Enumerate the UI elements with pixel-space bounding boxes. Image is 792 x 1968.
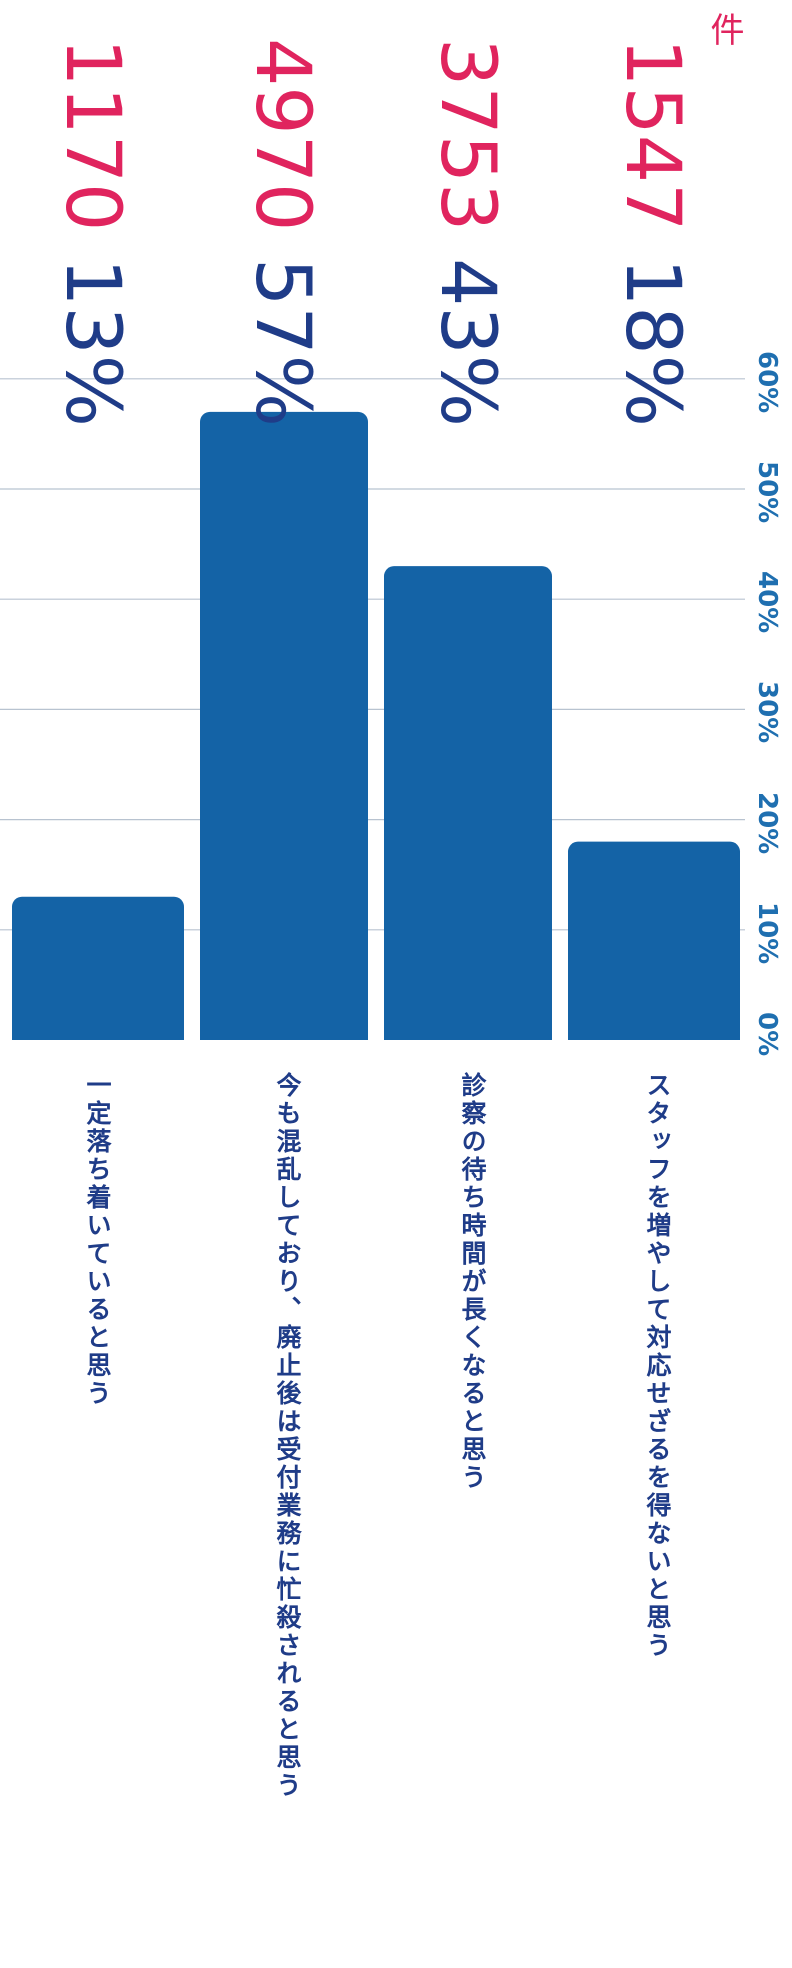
bar-base-3 [568,1026,740,1040]
axis-tick-label: 20% [752,791,782,854]
category-label: スタッフを増やして対応せざるを得ないと思う [643,1072,672,1660]
bar-base-2 [384,1026,552,1040]
bar-1 [200,411,368,1040]
bar-base-0 [12,1026,184,1040]
count-label: 4970 [239,38,328,232]
count-unit-label: 件 [704,12,744,46]
axis-tick-label: 30% [752,681,782,744]
percent-label: 18% [609,258,698,427]
count-label: 1170 [49,38,138,232]
category-label: 一定落ち着いていると思う [83,1072,112,1408]
axis-tick-label: 40% [752,571,782,634]
bar-base-1 [200,1026,368,1040]
bar-2 [384,566,552,1040]
percent-label: 43% [424,258,513,427]
category-label: 今も混乱しており、廃止後は受付業務に忙殺されると思う [273,1072,302,1800]
category-label: 診察の待ち時間が長くなると思う [458,1072,487,1492]
bar-3 [568,841,740,1040]
axis-tick-label: 50% [752,461,782,524]
count-label: 1547 [609,38,698,232]
axis-tick-label: 0% [752,1012,782,1057]
bar-0 [12,896,184,1040]
percent-label: 57% [239,258,328,427]
axis-tick-label: 60% [752,350,782,414]
count-label: 3753 [424,38,513,232]
axis-tick-label: 10% [752,901,782,965]
percent-label: 13% [49,258,138,427]
